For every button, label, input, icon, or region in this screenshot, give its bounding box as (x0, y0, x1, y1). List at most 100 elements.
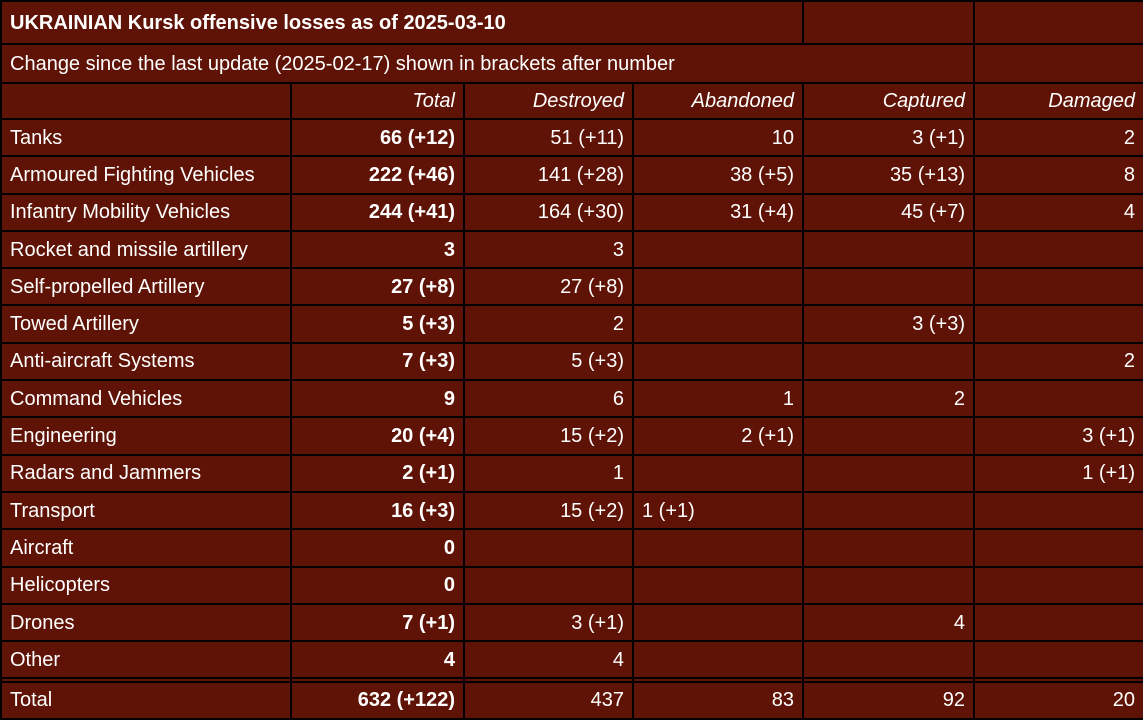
cell-abandoned (632, 640, 804, 680)
column-header-total: Total (290, 82, 465, 120)
cell-abandoned (632, 229, 804, 270)
table-row: Rocket and missile artillery 3 3 (0, 229, 1143, 270)
cell-captured: 2 (802, 379, 975, 419)
cell-label: Anti-aircraft Systems (0, 341, 292, 382)
cell-damaged (973, 267, 1143, 307)
cell-damaged: 4 (973, 192, 1143, 232)
cell-label: Transport (0, 490, 292, 531)
cell-destroyed: 3 (+1) (463, 602, 634, 643)
cell-label: Engineering (0, 416, 292, 456)
cell-destroyed: 27 (+8) (463, 267, 634, 307)
cell-abandoned (632, 677, 804, 683)
cell-captured: 3 (+1) (802, 117, 975, 158)
table-row: Command Vehicles 9 6 1 2 (0, 379, 1143, 419)
cell-damaged (973, 490, 1143, 531)
cell-label: Rocket and missile artillery (0, 229, 292, 270)
subtitle-spacer-cell (973, 43, 1143, 84)
cell-total: 222 (+46) (290, 155, 465, 195)
table-row: Towed Artillery 5 (+3) 2 3 (+3) (0, 304, 1143, 344)
subtitle: Change since the last update (2025-02-17… (0, 43, 975, 84)
cell-destroyed: 5 (+3) (463, 341, 634, 382)
cell-total: 27 (+8) (290, 267, 465, 307)
title-row: UKRAINIAN Kursk offensive losses as of 2… (0, 0, 1143, 45)
cell-damaged (973, 602, 1143, 643)
cell-captured (802, 565, 975, 605)
cell-abandoned: 38 (+5) (632, 155, 804, 195)
cell-total: 16 (+3) (290, 490, 465, 531)
cell-captured: 35 (+13) (802, 155, 975, 195)
cell-damaged: 1 (+1) (973, 453, 1143, 493)
cell-total: 66 (+12) (290, 117, 465, 158)
cell-abandoned (632, 602, 804, 643)
cell-total: 7 (+1) (290, 602, 465, 643)
cell-captured: 45 (+7) (802, 192, 975, 232)
cell-total: 3 (290, 229, 465, 270)
cell-label: Radars and Jammers (0, 453, 292, 493)
cell-total: 0 (290, 528, 465, 568)
cell-captured: 92 (802, 680, 975, 720)
cell-label: Tanks (0, 117, 292, 158)
cell-damaged (973, 229, 1143, 270)
cell-total: 2 (+1) (290, 453, 465, 493)
table-row: Helicopters 0 (0, 565, 1143, 605)
cell-damaged: 2 (973, 341, 1143, 382)
cell-destroyed: 141 (+28) (463, 155, 634, 195)
subtitle-row: Change since the last update (2025-02-17… (0, 43, 1143, 84)
table-row: Aircraft 0 (0, 528, 1143, 568)
cell-damaged (973, 379, 1143, 419)
cell-damaged: 8 (973, 155, 1143, 195)
table-row: Radars and Jammers 2 (+1) 1 1 (+1) (0, 453, 1143, 493)
header-row: Total Destroyed Abandoned Captured Damag… (0, 82, 1143, 120)
total-row: Total 632 (+122) 437 83 92 20 (0, 680, 1143, 720)
cell-abandoned (632, 453, 804, 493)
cell-destroyed: 164 (+30) (463, 192, 634, 232)
cell-abandoned: 1 (+1) (632, 490, 804, 531)
cell-destroyed (463, 565, 634, 605)
cell-abandoned: 10 (632, 117, 804, 158)
table-row: Anti-aircraft Systems 7 (+3) 5 (+3) 2 (0, 341, 1143, 382)
cell-captured (802, 229, 975, 270)
cell-total: 9 (290, 379, 465, 419)
cell-destroyed: 6 (463, 379, 634, 419)
cell-total: 632 (+122) (290, 680, 465, 720)
cell-destroyed: 437 (463, 680, 634, 720)
title-spacer-cell (973, 0, 1143, 45)
cell-damaged (973, 640, 1143, 680)
table-row: Tanks 66 (+12) 51 (+11) 10 3 (+1) 2 (0, 117, 1143, 158)
cell-total: 4 (290, 640, 465, 680)
cell-label: Armoured Fighting Vehicles (0, 155, 292, 195)
column-header-destroyed: Destroyed (463, 82, 634, 120)
cell-destroyed: 15 (+2) (463, 416, 634, 456)
cell-damaged: 3 (+1) (973, 416, 1143, 456)
cell-destroyed: 2 (463, 304, 634, 344)
cell-captured (802, 416, 975, 456)
page-title: UKRAINIAN Kursk offensive losses as of 2… (0, 0, 804, 45)
cell-label: Towed Artillery (0, 304, 292, 344)
cell-damaged (973, 565, 1143, 605)
cell-destroyed: 51 (+11) (463, 117, 634, 158)
cell-abandoned (632, 528, 804, 568)
title-spacer-cell (802, 0, 975, 45)
cell-destroyed (463, 677, 634, 683)
cell-abandoned (632, 341, 804, 382)
cell-label: Other (0, 640, 292, 680)
cell-destroyed (463, 528, 634, 568)
cell-damaged: 20 (973, 680, 1143, 720)
cell-captured (802, 267, 975, 307)
column-header-damaged: Damaged (973, 82, 1143, 120)
cell-label: Drones (0, 602, 292, 643)
table-row: Drones 7 (+1) 3 (+1) 4 (0, 602, 1143, 643)
cell-destroyed: 4 (463, 640, 634, 680)
cell-captured (802, 677, 975, 683)
table-row: Transport 16 (+3) 15 (+2) 1 (+1) (0, 490, 1143, 531)
table-row: Engineering 20 (+4) 15 (+2) 2 (+1) 3 (+1) (0, 416, 1143, 456)
cell-label (0, 677, 292, 683)
cell-captured (802, 640, 975, 680)
cell-total: 5 (+3) (290, 304, 465, 344)
column-header-captured: Captured (802, 82, 975, 120)
table-row: Self-propelled Artillery 27 (+8) 27 (+8) (0, 267, 1143, 307)
cell-captured (802, 453, 975, 493)
cell-total (290, 677, 465, 683)
cell-total: 7 (+3) (290, 341, 465, 382)
